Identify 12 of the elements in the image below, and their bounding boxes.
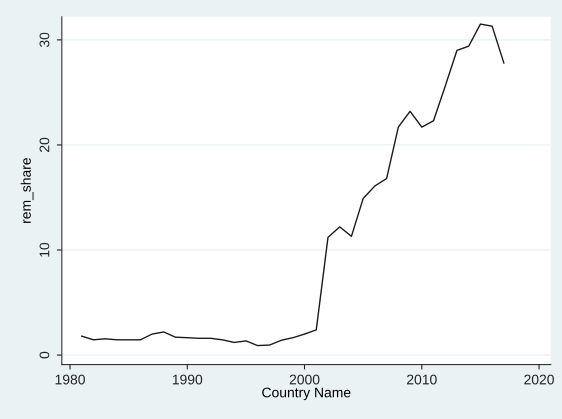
x-axis-title: Country Name: [262, 388, 350, 400]
y-tick-label: 20: [40, 138, 50, 152]
x-tick-label: 2000: [290, 374, 320, 384]
y-tick-label: 0: [40, 352, 50, 358]
line-series: [81, 23, 505, 346]
x-tick-label: 1990: [172, 374, 202, 384]
x-tick-label: 2010: [407, 374, 437, 384]
y-tick-label: 30: [40, 32, 50, 48]
x-tick-label: 2020: [524, 374, 554, 384]
y-axis-title: rem_share: [20, 158, 34, 223]
x-tick-label: 1980: [56, 374, 85, 384]
y-tick-label: 10: [40, 242, 50, 257]
